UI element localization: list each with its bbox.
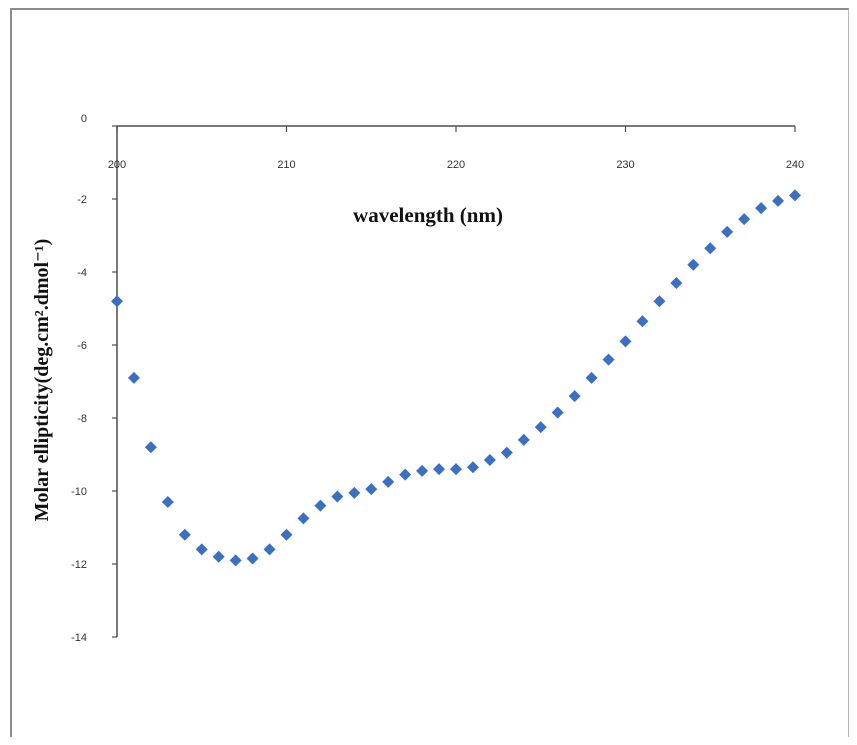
data-point	[365, 483, 378, 496]
data-point	[297, 512, 310, 525]
x-axis-ticks: 200 210 220 230 240	[108, 126, 804, 171]
data-point	[738, 213, 751, 226]
x-tick-label: 220	[447, 159, 465, 171]
data-point	[772, 194, 785, 207]
y-tick-label: -12	[71, 559, 87, 571]
data-point	[246, 552, 259, 565]
data-point	[212, 550, 225, 563]
y-tick-label: -8	[77, 413, 87, 425]
data-point	[111, 295, 123, 308]
y-tick-label: -2	[77, 194, 87, 206]
data-point	[450, 463, 462, 476]
data-point	[534, 421, 547, 434]
y-axis-ticks: 0 -2 -4 -6 -8 -10 -12 -14	[71, 113, 117, 644]
data-point	[466, 461, 479, 474]
y-tick-label: -4	[77, 267, 87, 279]
data-point	[314, 499, 327, 512]
y-tick-label: -6	[77, 340, 87, 352]
data-point	[178, 528, 191, 541]
x-tick-label: 240	[786, 159, 804, 171]
data-point	[229, 554, 242, 567]
data-point	[331, 490, 344, 503]
data-point	[721, 225, 734, 238]
data-point	[653, 295, 666, 308]
data-point	[483, 453, 496, 466]
data-point	[687, 258, 700, 271]
data-point	[517, 433, 530, 446]
y-tick-label: 0	[81, 113, 87, 125]
data-point	[144, 441, 157, 454]
x-tick-label: 230	[616, 159, 634, 171]
data-point	[433, 463, 446, 476]
data-point	[416, 464, 429, 477]
data-point	[568, 390, 581, 403]
data-point	[789, 189, 801, 202]
x-tick-label: 210	[277, 159, 295, 171]
data-point	[670, 276, 683, 289]
data-point	[602, 353, 615, 366]
data-point	[585, 371, 598, 384]
data-point	[551, 406, 564, 419]
y-tick-label: -10	[71, 486, 87, 498]
data-point	[280, 528, 293, 541]
data-point	[127, 371, 140, 384]
x-tick-label: 200	[108, 159, 126, 171]
chart-frame	[10, 8, 849, 737]
data-point	[382, 475, 395, 488]
data-point	[399, 468, 412, 481]
y-tick-label: -14	[71, 632, 87, 644]
data-point	[619, 335, 632, 348]
data-point	[263, 543, 276, 556]
y-axis-title: Molar ellipticity(deg.cm².dmol⁻¹)	[31, 239, 53, 522]
data-point	[161, 495, 174, 508]
x-axis-title: wavelength (nm)	[353, 203, 503, 227]
data-point	[704, 242, 717, 255]
data-point	[636, 315, 649, 328]
data-points	[111, 189, 801, 567]
data-point	[195, 543, 208, 556]
data-point	[348, 486, 361, 499]
data-point	[500, 446, 513, 459]
data-point	[755, 202, 768, 215]
